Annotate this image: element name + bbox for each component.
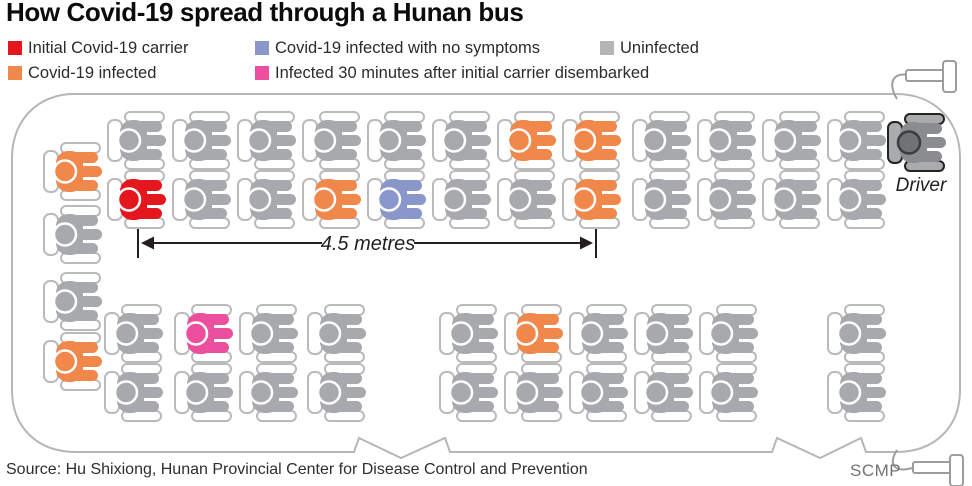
mirror-top-icon xyxy=(891,60,957,100)
distance-label: 4.5 metres xyxy=(321,233,415,255)
seat-uninfected xyxy=(107,111,166,170)
legend-swatch-late-infected xyxy=(255,66,269,80)
seat-infected xyxy=(504,304,563,363)
seat-uninfected xyxy=(43,205,102,264)
seat-infected xyxy=(562,111,621,170)
seat-uninfected xyxy=(569,304,628,363)
seat-uninfected xyxy=(43,272,102,331)
seat-uninfected xyxy=(439,304,498,363)
seat-uninfected xyxy=(237,111,296,170)
seat-uninfected xyxy=(432,111,491,170)
seat-infected xyxy=(562,170,621,229)
seat-uninfected xyxy=(439,363,498,422)
legend-item-carrier: Initial Covid-19 carrier xyxy=(8,38,188,58)
legend-label-uninfected: Uninfected xyxy=(620,39,699,57)
mirror-bottom-icon xyxy=(892,449,964,486)
seat-uninfected xyxy=(699,304,758,363)
seat-uninfected xyxy=(827,363,886,422)
legend-item-late-infected: Infected 30 minutes after initial carrie… xyxy=(255,63,649,83)
seat-infected xyxy=(497,111,556,170)
driver-label: Driver xyxy=(896,175,947,196)
seat-uninfected xyxy=(632,111,691,170)
legend-label-infected: Covid-19 infected xyxy=(28,64,157,82)
seat-uninfected xyxy=(634,304,693,363)
seat-uninfected xyxy=(504,363,563,422)
legend-item-uninfected: Uninfected xyxy=(600,38,699,58)
driver-seat xyxy=(887,113,946,172)
seat-infected xyxy=(43,332,102,391)
legend-swatch-uninfected xyxy=(600,41,614,55)
seat-late-infected xyxy=(174,304,233,363)
seat-uninfected xyxy=(827,111,886,170)
seat-uninfected xyxy=(367,111,426,170)
seat-uninfected xyxy=(762,170,821,229)
seat-uninfected xyxy=(432,170,491,229)
legend-label-late-infected: Infected 30 minutes after initial carrie… xyxy=(275,64,650,82)
seat-uninfected xyxy=(172,170,231,229)
seat-infected xyxy=(43,142,102,201)
seat-uninfected xyxy=(762,111,821,170)
seat-uninfected xyxy=(697,111,756,170)
seat-uninfected xyxy=(632,170,691,229)
seat-uninfected xyxy=(827,304,886,363)
seat-uninfected xyxy=(302,111,361,170)
legend-swatch-infected xyxy=(8,66,22,80)
seat-uninfected xyxy=(237,170,296,229)
seat-uninfected xyxy=(497,170,556,229)
seat-uninfected xyxy=(104,304,163,363)
seat-uninfected xyxy=(174,363,233,422)
legend-item-asymptomatic: Covid-19 infected with no symptoms xyxy=(255,38,540,58)
credit-scmp: SCMP xyxy=(850,461,902,480)
source-note: Source: Hu Shixiong, Hunan Provincial Ce… xyxy=(6,461,588,478)
seat-uninfected xyxy=(697,170,756,229)
seat-uninfected xyxy=(307,304,366,363)
seat-uninfected xyxy=(634,363,693,422)
legend-swatch-asymptomatic xyxy=(255,41,269,55)
seat-uninfected xyxy=(172,111,231,170)
legend-item-infected: Covid-19 infected xyxy=(8,63,156,83)
seat-uninfected xyxy=(699,363,758,422)
seat-uninfected xyxy=(827,170,886,229)
page-title: How Covid-19 spread through a Hunan bus xyxy=(6,0,524,27)
seat-uninfected xyxy=(569,363,628,422)
seat-map xyxy=(43,111,946,422)
seat-uninfected xyxy=(239,363,298,422)
seat-carrier xyxy=(107,170,166,229)
legend-swatch-carrier xyxy=(8,41,22,55)
seat-uninfected xyxy=(104,363,163,422)
seat-infected xyxy=(302,170,361,229)
legend-label-carrier: Initial Covid-19 carrier xyxy=(28,39,189,57)
seat-uninfected xyxy=(239,304,298,363)
distance-arrow xyxy=(137,229,597,258)
seat-uninfected xyxy=(307,363,366,422)
seat-asymptomatic xyxy=(367,170,426,229)
legend-label-asymptomatic: Covid-19 infected with no symptoms xyxy=(275,39,541,57)
